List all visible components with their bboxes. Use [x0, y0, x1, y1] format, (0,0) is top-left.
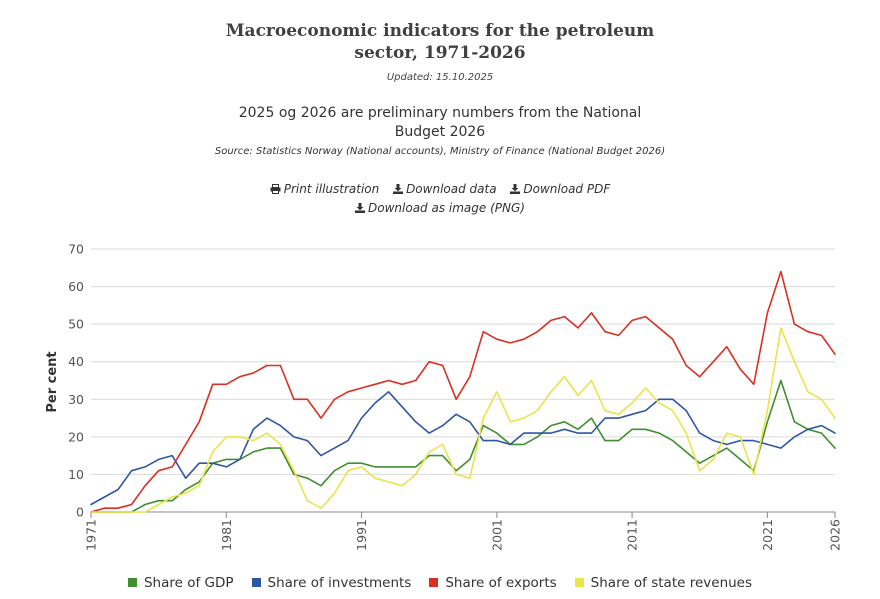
- legend-item-share-of-investments[interactable]: Share of investments: [251, 575, 412, 591]
- download-icon: [510, 184, 521, 194]
- download-pdf-link[interactable]: Download PDF: [510, 180, 610, 199]
- x-tick-label: 1971: [84, 519, 99, 551]
- legend-item-share-of-gdp[interactable]: Share of GDP: [127, 575, 234, 591]
- source-note: Source: Statistics Norway (National acco…: [214, 146, 666, 157]
- grid-lines: [91, 248, 835, 513]
- y-tick-label: 60: [68, 279, 84, 294]
- legend-item-share-of-exports[interactable]: Share of exports: [429, 575, 557, 591]
- legend-swatch: [429, 578, 439, 587]
- series-line-share-of-exports[interactable]: [90, 270, 836, 513]
- download-data-label: Download data: [406, 182, 497, 196]
- chart-title-line-2: sector, 1971-2026: [354, 43, 526, 63]
- legend-label: Share of state revenues: [590, 575, 753, 591]
- y-tick-label: 20: [68, 429, 84, 444]
- links-row-2: Download as image (PNG): [0, 199, 880, 218]
- legend: Share of GDP Share of investments Share of…: [0, 575, 880, 591]
- y-tick-label: 40: [68, 354, 84, 369]
- download-icon: [393, 184, 404, 194]
- x-tick-label: 2026: [828, 519, 843, 551]
- updated-date: Updated: 15.10.2025: [386, 72, 494, 83]
- print-illustration-label: Print illustration: [283, 182, 380, 196]
- legend-swatch: [574, 578, 584, 587]
- y-axis: 0 10 20 30 40 50 60 70: [68, 242, 84, 520]
- download-icon: [355, 203, 366, 213]
- legend-label: Share of exports: [445, 575, 557, 591]
- legend-item-share-of-state-revenues[interactable]: Share of state revenues: [574, 575, 753, 591]
- download-links: Print illustration Download data Downloa…: [0, 180, 880, 218]
- y-tick-label: 70: [68, 242, 84, 257]
- x-tick-label: 2011: [625, 519, 640, 551]
- y-axis-label: Per cent: [45, 351, 60, 412]
- legend-label: Share of GDP: [143, 575, 234, 591]
- y-tick-label: 30: [68, 392, 84, 407]
- subtitle-line-2: Budget 2026: [394, 124, 486, 140]
- y-tick-label: 50: [68, 317, 84, 332]
- chart-subtitle: 2025 og 2026 are preliminary numbers fro…: [0, 104, 880, 142]
- series-line-share-of-state-revenues[interactable]: [90, 327, 836, 513]
- chart-title: Macroeconomic indicators for the petrole…: [0, 20, 880, 64]
- download-image-link[interactable]: Download as image (PNG): [355, 199, 525, 218]
- y-tick-label: 10: [68, 467, 84, 482]
- download-data-link[interactable]: Download data: [393, 180, 497, 199]
- links-row-1: Print illustration Download data Downloa…: [0, 180, 880, 199]
- x-tick-label: 2001: [489, 519, 504, 551]
- legend-swatch: [251, 578, 261, 587]
- print-illustration-link[interactable]: Print illustration: [270, 180, 379, 199]
- download-image-label: Download as image (PNG): [368, 201, 525, 215]
- subtitle-line-1: 2025 og 2026 are preliminary numbers fro…: [238, 105, 642, 121]
- chart-title-line-1: Macroeconomic indicators for the petrole…: [225, 21, 655, 41]
- x-axis: 1971 1981 1991 2001 2011 2021 2026: [84, 512, 843, 551]
- printer-icon: [270, 184, 281, 194]
- series-lines: [90, 270, 836, 513]
- legend-swatch: [127, 578, 137, 587]
- legend-label: Share of investments: [267, 575, 412, 591]
- x-tick-label: 1991: [354, 519, 369, 551]
- x-tick-label: 1981: [219, 519, 234, 551]
- series-line-share-of-investments[interactable]: [90, 390, 836, 506]
- series-line-share-of-gdp[interactable]: [90, 379, 836, 513]
- x-tick-label: 2021: [760, 519, 775, 551]
- y-tick-label: 0: [76, 505, 84, 520]
- download-pdf-label: Download PDF: [523, 182, 611, 196]
